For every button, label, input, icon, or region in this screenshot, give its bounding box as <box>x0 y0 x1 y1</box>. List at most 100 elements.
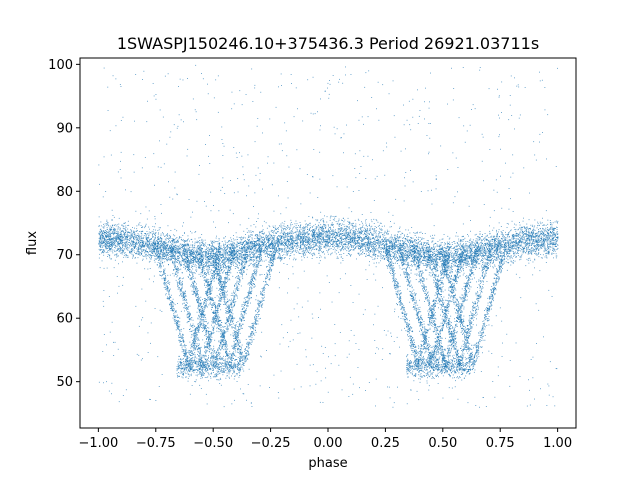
data-point <box>236 259 238 261</box>
data-point <box>405 258 407 260</box>
data-point <box>508 255 509 257</box>
data-point <box>210 269 212 271</box>
data-point <box>177 242 179 243</box>
data-point <box>201 234 203 235</box>
data-point <box>115 232 117 234</box>
data-point <box>469 269 471 270</box>
data-point <box>165 245 166 247</box>
data-point <box>240 268 241 270</box>
data-point <box>379 250 381 252</box>
data-point <box>455 270 456 272</box>
data-point <box>438 258 440 260</box>
data-point <box>155 249 157 251</box>
data-point <box>180 264 182 266</box>
data-point <box>256 252 257 254</box>
data-point <box>128 244 130 245</box>
data-point <box>343 249 344 251</box>
data-point <box>272 247 274 249</box>
data-point <box>192 257 194 259</box>
data-point <box>296 245 297 247</box>
data-point <box>212 244 213 246</box>
data-point <box>154 226 156 228</box>
data-point <box>208 251 209 253</box>
data-point <box>246 269 248 271</box>
data-point <box>556 221 558 223</box>
data-point <box>264 249 266 251</box>
data-point <box>331 222 333 224</box>
data-point <box>295 225 297 227</box>
data-point <box>360 227 362 228</box>
data-point <box>390 255 391 256</box>
data-point <box>497 238 499 240</box>
data-point <box>432 253 433 255</box>
data-point <box>118 263 119 265</box>
data-point <box>146 245 148 247</box>
data-point <box>317 226 319 228</box>
data-point <box>327 253 329 255</box>
data-point <box>284 220 286 222</box>
data-point <box>496 245 498 247</box>
data-point <box>495 260 497 261</box>
data-point <box>417 231 418 233</box>
data-point <box>305 240 307 242</box>
data-point <box>546 256 548 258</box>
data-point <box>542 232 544 234</box>
data-point <box>467 234 468 235</box>
data-point <box>310 227 311 228</box>
data-point <box>279 257 281 259</box>
data-point <box>128 240 130 242</box>
data-point <box>538 235 540 237</box>
data-point <box>493 245 495 247</box>
data-point <box>279 253 281 255</box>
data-point <box>323 251 324 252</box>
data-point <box>166 249 168 251</box>
data-point <box>318 235 319 237</box>
data-point <box>339 238 341 240</box>
data-point <box>424 260 426 261</box>
data-point <box>115 239 117 240</box>
data-point <box>182 250 184 252</box>
data-point <box>102 235 104 237</box>
data-point <box>206 259 208 260</box>
data-point <box>130 229 132 230</box>
data-point <box>434 255 436 256</box>
data-point <box>383 252 385 253</box>
data-point <box>121 240 123 242</box>
data-point <box>406 268 407 270</box>
data-point <box>190 258 192 260</box>
data-point <box>184 248 186 250</box>
data-point <box>152 249 154 251</box>
data-point <box>140 230 142 232</box>
data-point <box>135 257 136 259</box>
data-point <box>549 242 551 244</box>
data-point <box>226 260 228 262</box>
data-point <box>99 236 101 238</box>
data-point <box>219 265 221 267</box>
data-point <box>276 241 278 242</box>
data-point <box>321 236 323 238</box>
data-point <box>518 242 519 243</box>
data-point <box>241 261 243 262</box>
data-point <box>433 262 435 264</box>
data-point <box>121 249 123 251</box>
data-point <box>252 261 254 263</box>
data-point <box>482 254 484 255</box>
data-point <box>358 238 360 240</box>
data-point <box>251 237 253 239</box>
data-point <box>503 234 504 236</box>
data-point <box>370 256 372 257</box>
data-point <box>240 239 242 241</box>
data-point <box>413 262 415 264</box>
data-point <box>210 240 212 242</box>
data-point <box>105 234 107 236</box>
data-point <box>141 231 143 233</box>
data-point <box>342 247 344 249</box>
data-point <box>149 228 150 230</box>
data-point <box>120 236 122 238</box>
data-point <box>172 243 174 245</box>
data-point <box>320 246 322 248</box>
data-point <box>538 245 540 247</box>
data-point <box>521 232 523 234</box>
data-point <box>228 243 230 245</box>
data-point <box>514 247 515 249</box>
